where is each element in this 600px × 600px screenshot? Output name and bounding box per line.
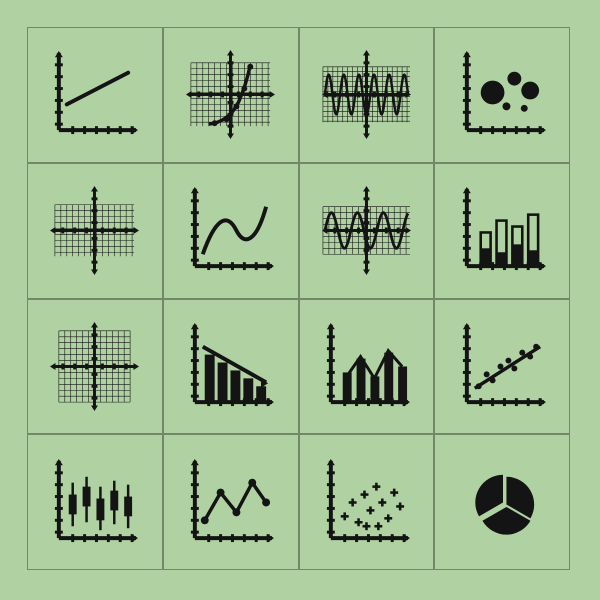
icon-grid (27, 27, 570, 570)
declining-bar-icon (163, 299, 299, 435)
scatter-plus-icon (299, 434, 435, 570)
bubble-chart-icon-svg (453, 45, 552, 144)
declining-bar-icon-svg (181, 317, 280, 416)
scatter-plus-icon-svg (317, 453, 416, 552)
combo-chart-icon (299, 299, 435, 435)
candlestick-icon-svg (45, 453, 144, 552)
grid-axes-icon (27, 163, 163, 299)
line-chart-icon (27, 27, 163, 163)
scatter-trend-icon-svg (453, 317, 552, 416)
sine-wave-icon-svg (317, 181, 416, 280)
sine-wave-icon (299, 163, 435, 299)
pie-chart-icon-svg (453, 453, 552, 552)
sine-wave-grid-icon (299, 27, 435, 163)
curve-grid-icon-svg (181, 45, 280, 144)
grid-axes-arrows-icon (27, 299, 163, 435)
grid-axes-icon-svg (45, 181, 144, 280)
line-points-icon-svg (181, 453, 280, 552)
candlestick-icon (27, 434, 163, 570)
line-points-icon (163, 434, 299, 570)
stacked-bar-icon (434, 163, 570, 299)
line-chart-icon-svg (45, 45, 144, 144)
stacked-bar-icon-svg (453, 181, 552, 280)
curve-grid-icon (163, 27, 299, 163)
scatter-trend-icon (434, 299, 570, 435)
grid-axes-arrows-icon-svg (45, 317, 144, 416)
curve-chart-icon-svg (181, 181, 280, 280)
pie-chart-icon (434, 434, 570, 570)
curve-chart-icon (163, 163, 299, 299)
combo-chart-icon-svg (317, 317, 416, 416)
sine-wave-grid-icon-svg (317, 45, 416, 144)
bubble-chart-icon (434, 27, 570, 163)
